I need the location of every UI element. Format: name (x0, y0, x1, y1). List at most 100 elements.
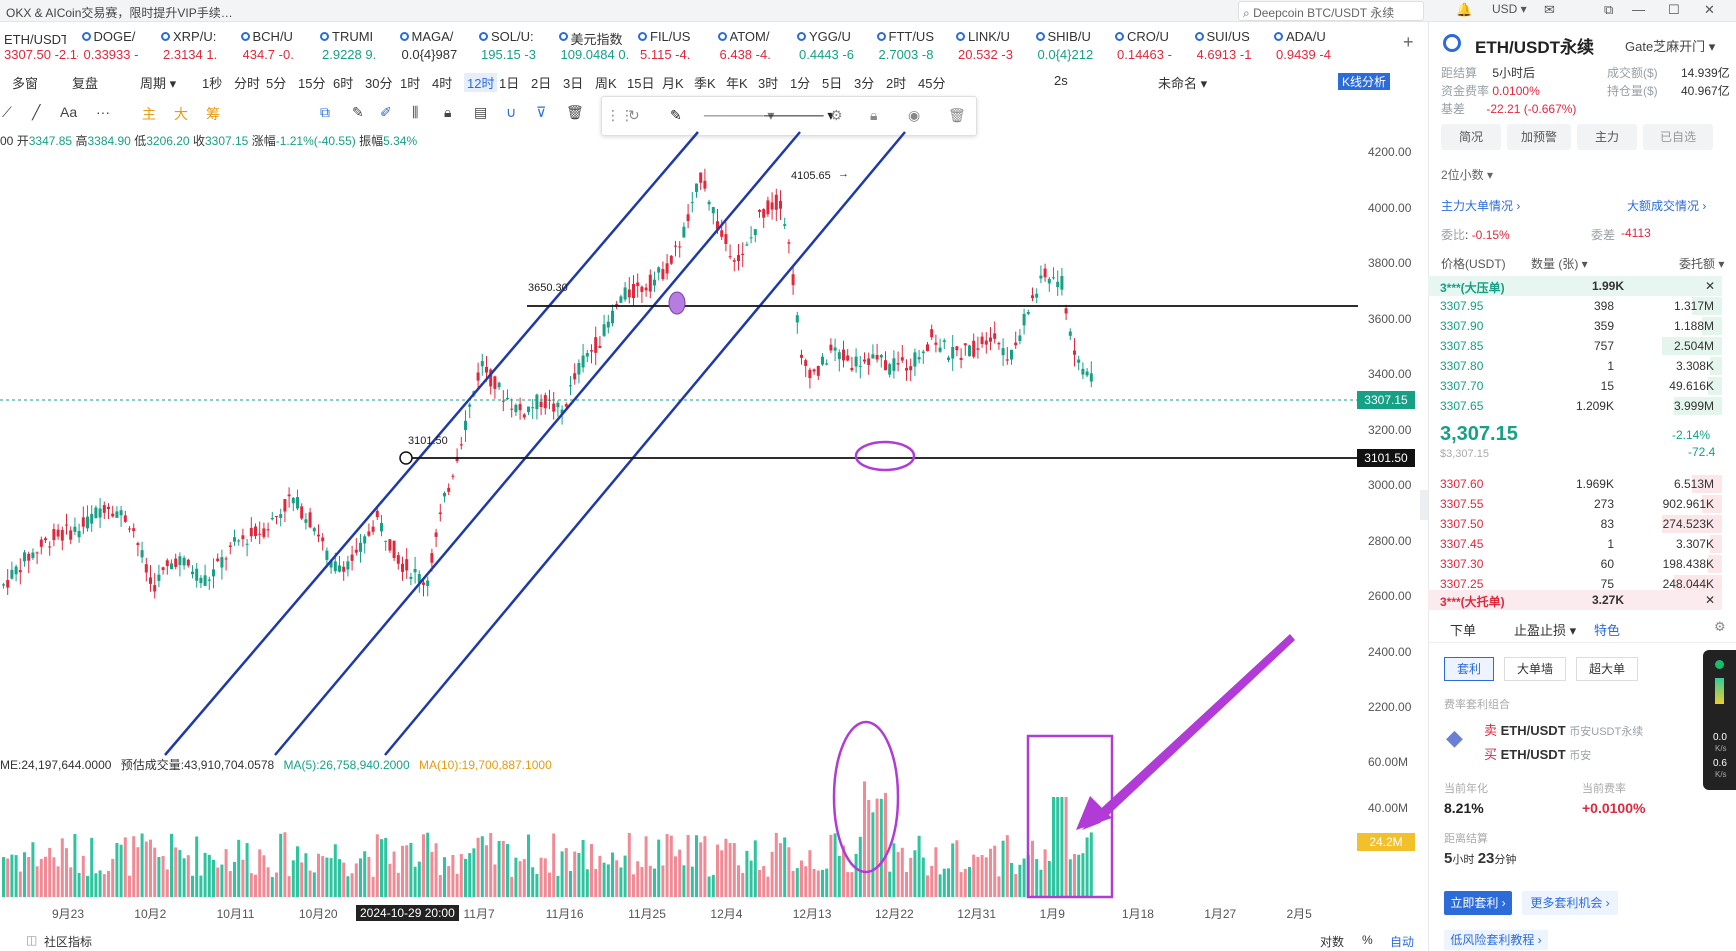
toolbar-btn-1[interactable]: 复盘 (72, 76, 99, 91)
lock-icon[interactable]: 🔒︎ (444, 104, 452, 120)
line-width-select[interactable]: ────── ▾ (764, 107, 835, 123)
tab-3[interactable]: BCH/U 434.7 -0. (239, 26, 318, 66)
log-toggle[interactable]: 对数 (1320, 935, 1345, 949)
period-11[interactable]: 3日 (563, 76, 584, 91)
subtab-wall[interactable]: 大单墙 (1504, 657, 1566, 681)
orderbook-row[interactable]: 3307.45 1 3.307K (1428, 534, 1722, 554)
main-indicator-toggle[interactable]: 主 (142, 106, 156, 122)
period-3[interactable]: 15分 (298, 76, 326, 91)
tab-4[interactable]: TRUMI 2.9228 9. (318, 26, 397, 66)
panel-collapse-handle[interactable] (1420, 490, 1428, 520)
orderbook-row[interactable]: 3307.25 75 248.044K (1428, 574, 1722, 594)
orderbook-row[interactable]: 3307.70 15 49.616K (1428, 376, 1722, 396)
tab-8[interactable]: FIL/US 5.115 -4. (636, 26, 715, 66)
tab-tpsl[interactable]: 止盈止损 ▾ (1514, 623, 1577, 638)
big-orders-link[interactable]: 主力大单情况 › (1441, 199, 1521, 213)
period-5[interactable]: 30分 (365, 76, 393, 91)
period-14[interactable]: 月K (662, 76, 684, 91)
lock-drawing-icon[interactable]: 🔒︎ (870, 107, 878, 123)
orderbook-row[interactable]: 3307.90 359 1.188M (1428, 316, 1722, 336)
period-1[interactable]: 分时 (234, 76, 261, 91)
period-22[interactable]: 45分 (918, 76, 946, 91)
line-anchor-handle[interactable] (399, 451, 413, 465)
tab-10[interactable]: YGG/U 0.4443 -6 (795, 26, 874, 66)
tab-15[interactable]: SUI/US 4.6913 -1 (1193, 26, 1272, 66)
col-amount[interactable]: 委托额 ▾ (1679, 257, 1725, 271)
pen-icon[interactable]: ✎ (352, 104, 364, 120)
brush-icon[interactable]: ✐ (380, 104, 392, 120)
subtab-arbitrage[interactable]: 套利 (1444, 657, 1494, 681)
watchlist-button[interactable]: 已自选 (1643, 124, 1713, 150)
copy-icon[interactable]: ⧉ (320, 104, 330, 120)
visibility-icon[interactable]: ◉ (908, 107, 921, 123)
orderbook-row[interactable]: 3307.85 757 2.504M (1428, 336, 1722, 356)
filter-icon[interactable]: ⊽ (536, 104, 547, 120)
layout-icon[interactable]: ⧉ (1604, 2, 1614, 17)
candle-icon[interactable]: ⫼ (412, 104, 419, 120)
auto-toggle[interactable]: 自动 (1390, 935, 1415, 949)
close-icon[interactable]: ✕ (1704, 2, 1715, 17)
line-style-select[interactable]: ────── ▾ (704, 107, 775, 123)
tab-special[interactable]: 特色 (1594, 623, 1621, 638)
orderbook-row[interactable]: 3307.60 1.969K 6.513M (1428, 474, 1722, 494)
period-0[interactable]: 1秒 (202, 76, 223, 91)
more-arbitrage-button[interactable]: 更多套利机会 › (1522, 891, 1618, 915)
period-6[interactable]: 1时 (400, 76, 421, 91)
channel-line-lower[interactable] (384, 131, 906, 756)
maximize-icon[interactable]: ☐ (1668, 2, 1680, 17)
add-tab-icon[interactable]: + (1403, 32, 1414, 52)
tab-14[interactable]: CRO/U 0.14463 - (1113, 26, 1192, 66)
arbitrage-now-button[interactable]: 立即套利 › (1444, 891, 1512, 915)
tutorial-link[interactable]: 低风险套利教程 › (1444, 930, 1548, 950)
channel-line-middle[interactable] (274, 131, 801, 756)
minimize-icon[interactable]: — (1632, 2, 1645, 17)
period-16[interactable]: 年K (726, 76, 748, 91)
price-chart[interactable] (0, 0, 1425, 930)
tab-2[interactable]: XRP/U: 2.3134 1. (159, 26, 238, 66)
percent-toggle[interactable]: % (1362, 933, 1373, 947)
mail-icon[interactable]: ✉ (1544, 2, 1555, 17)
period-15[interactable]: 季K (694, 76, 716, 91)
chip-indicator-toggle[interactable]: 筹 (206, 106, 220, 122)
tab-9[interactable]: ATOM/6.438 -4. (716, 26, 795, 66)
orderbook-row[interactable]: 3307.55 273 902.961K (1428, 494, 1722, 514)
toolbar-right-0[interactable]: 2s (1054, 73, 1068, 88)
tab-11[interactable]: FTT/US 2.7003 -8 (875, 26, 954, 66)
tab-order[interactable]: 下单 (1450, 623, 1477, 638)
tab-6[interactable]: SOL/U: 195.15 -3 (477, 26, 556, 66)
period-9[interactable]: 1日 (499, 76, 520, 91)
summary-button[interactable]: 简况 (1441, 124, 1501, 150)
tab-1[interactable]: DOGE/0.33933 - (80, 26, 159, 66)
currency-select[interactable]: USD ▾ (1492, 2, 1527, 16)
col-qty[interactable]: 数量 (张) ▾ (1531, 257, 1588, 271)
period-21[interactable]: 2时 (886, 76, 907, 91)
magnet-icon[interactable]: ∪ (506, 104, 517, 120)
decimals-select[interactable]: 2位小数 ▾ (1441, 168, 1494, 182)
community-indicators[interactable]: 社区指标 (44, 935, 93, 949)
trend-tool-icon[interactable]: ⟋ (2, 104, 12, 120)
subtab-super[interactable]: 超大单 (1576, 657, 1638, 681)
period-4[interactable]: 6时 (333, 76, 354, 91)
tab-12[interactable]: LINK/U 20.532 -3 (954, 26, 1033, 66)
tab-5[interactable]: MAGA/0.0{4}987 (398, 26, 477, 66)
period-8[interactable]: 12时 (464, 73, 498, 92)
kline-analysis-button[interactable]: K线分析 (1338, 73, 1391, 90)
period-20[interactable]: 3分 (854, 76, 875, 91)
orderbook-row[interactable]: 3307.65 1.209K 3.999M (1428, 396, 1722, 416)
orderbook-row[interactable]: 3307.50 83 274.523K (1428, 514, 1722, 534)
close-icon[interactable]: ✕ (1705, 279, 1716, 293)
close-icon[interactable]: ✕ (1705, 593, 1716, 607)
alert-button[interactable]: 加预警 (1507, 124, 1571, 150)
bell-icon[interactable]: 🔔 (1456, 2, 1473, 17)
period-13[interactable]: 15日 (627, 76, 655, 91)
big-indicator-toggle[interactable]: 大 (174, 106, 188, 122)
toolbar-btn-2[interactable]: 周期 ▾ (140, 76, 177, 91)
delete-drawing-icon[interactable]: 🗑︎ (948, 107, 966, 123)
period-12[interactable]: 周K (595, 76, 617, 91)
channel-line-upper[interactable] (164, 131, 699, 756)
trash-icon[interactable]: 🗑︎ (566, 104, 584, 120)
period-19[interactable]: 5日 (822, 76, 843, 91)
period-17[interactable]: 3时 (758, 76, 779, 91)
more-icon[interactable]: ··· (96, 104, 110, 120)
tab-0[interactable]: ETH/USDT永续3307.50 -2.14% (0, 26, 79, 66)
